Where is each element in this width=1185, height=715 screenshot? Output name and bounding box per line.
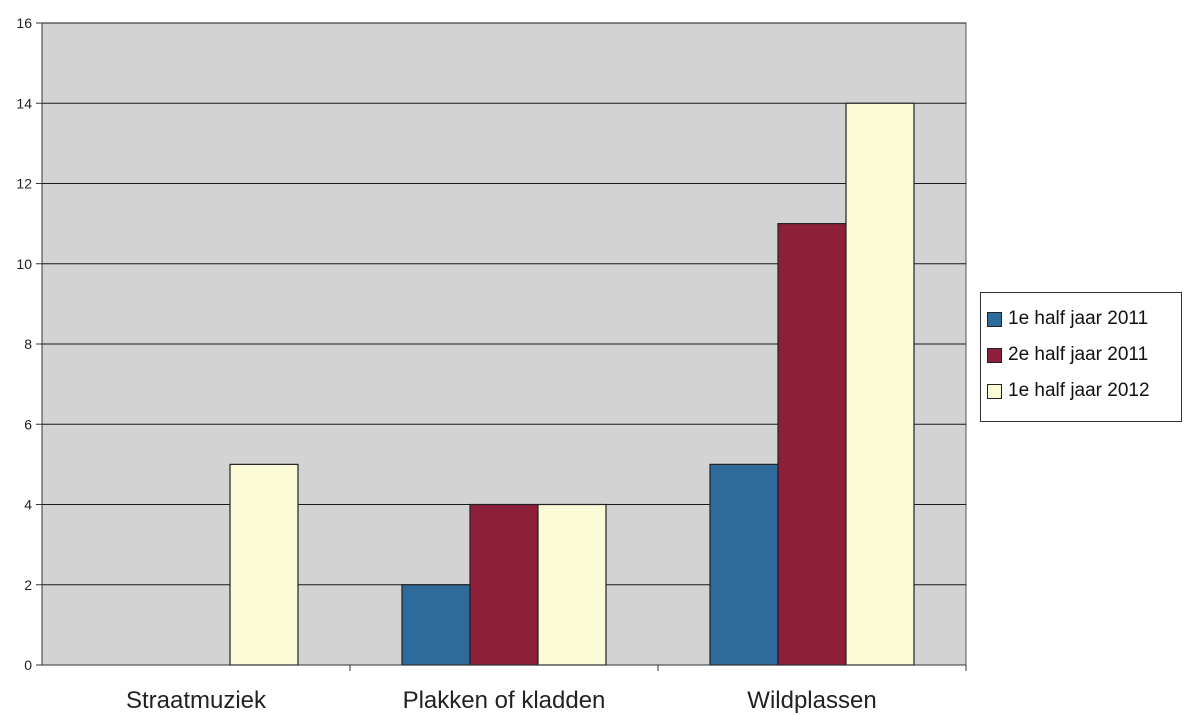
x-category-label-2: Plakken of kladden: [403, 687, 606, 714]
x-category-labels: Straatmuziek Plakken of kladden Wildplasse…: [126, 687, 877, 714]
bar-3-2: [777, 223, 847, 666]
y-tick-label-8: 8: [24, 336, 32, 352]
legend-swatch-1: [987, 311, 1002, 327]
legend-item-3: 1e half jaar 2012: [987, 373, 1175, 409]
y-tick-label-14: 14: [16, 95, 32, 111]
legend-item-2: 2e half jaar 2011: [987, 337, 1175, 373]
y-tick-label-4: 4: [24, 497, 32, 513]
legend: 1e half jaar 2011 2e half jaar 2011 1e h…: [980, 292, 1182, 422]
bar-2-3: [537, 503, 607, 666]
axes: [36, 22, 967, 671]
y-tick-label-2: 2: [24, 577, 32, 593]
legend-label-1: 1e half jaar 2011: [1008, 308, 1149, 329]
y-tick-label-10: 10: [16, 256, 32, 272]
bar-2-2: [469, 503, 539, 666]
bar-2-1: [401, 584, 471, 666]
y-tick-label-12: 12: [16, 176, 32, 192]
x-category-label-3: Wildplassen: [747, 687, 876, 714]
bar-3-3: [845, 102, 915, 666]
bars: [229, 102, 915, 666]
y-tick-labels: 0 2 4 6 8 10 12 14 16: [16, 15, 32, 673]
legend-item-1: 1e half jaar 2011: [987, 301, 1175, 337]
y-tick-label-16: 16: [16, 15, 32, 31]
legend-swatch-3: [987, 383, 1002, 399]
legend-label-3: 1e half jaar 2012: [1008, 380, 1150, 401]
bar-3-1: [709, 463, 779, 666]
y-tick-label-6: 6: [24, 416, 32, 432]
legend-label-2: 2e half jaar 2011: [1008, 344, 1149, 365]
bar-1-3: [229, 463, 299, 666]
legend-swatch-2: [987, 347, 1002, 363]
x-category-label-1: Straatmuziek: [126, 687, 267, 714]
y-tick-label-0: 0: [24, 657, 32, 673]
